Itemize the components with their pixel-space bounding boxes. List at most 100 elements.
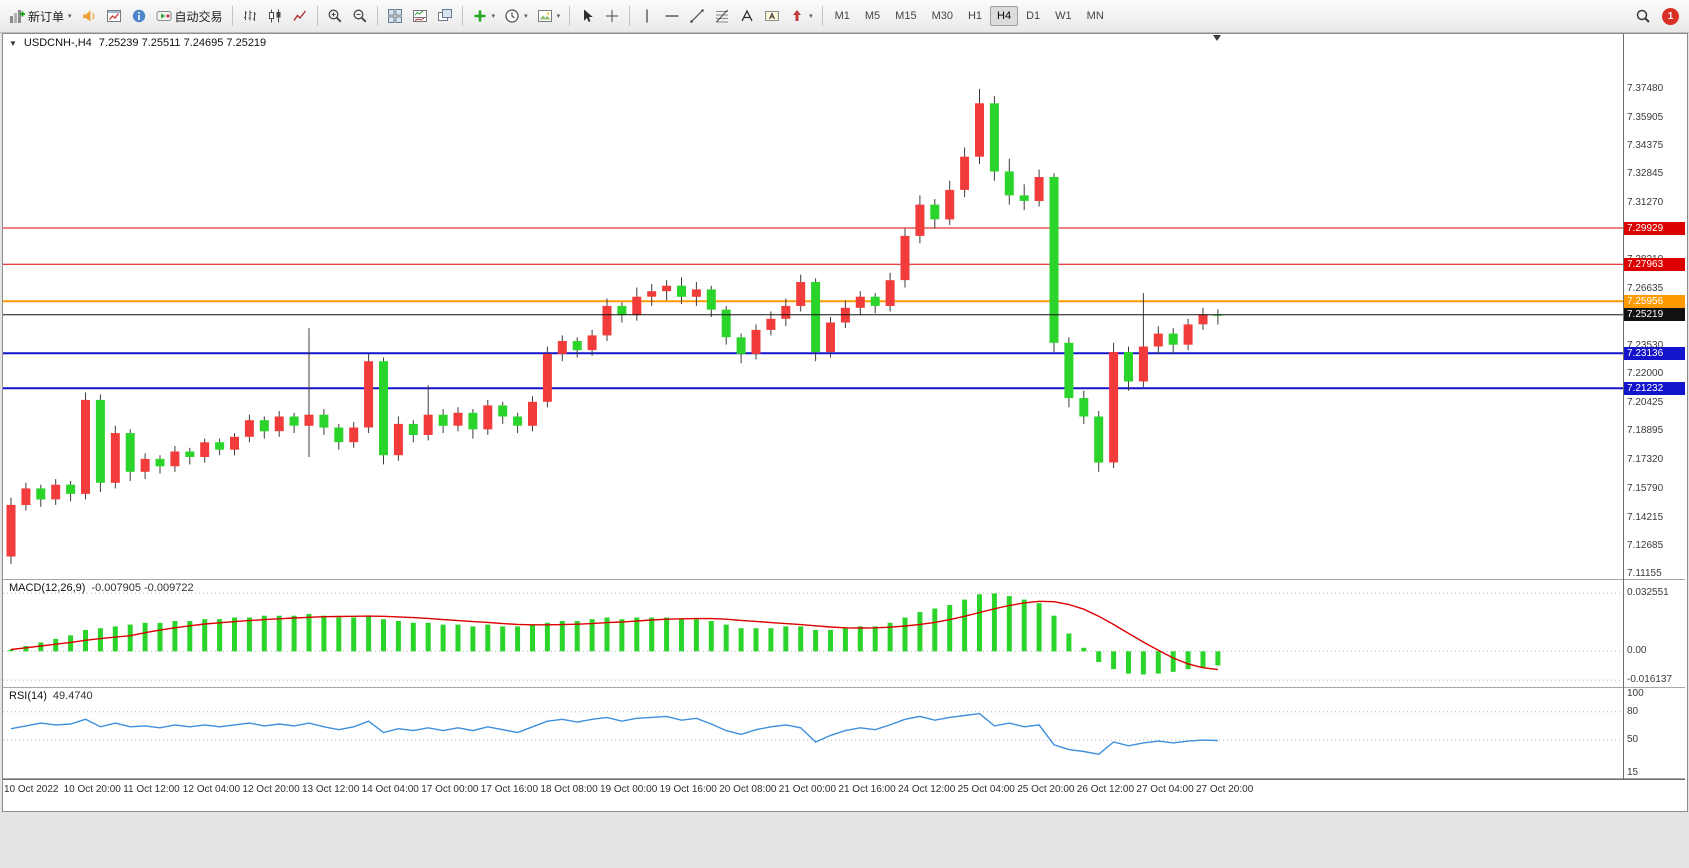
time-tick: 17 Oct 16:00 xyxy=(480,784,539,795)
timeframe-m15[interactable]: M15 xyxy=(895,10,917,22)
horn-icon xyxy=(81,8,97,24)
macd-tick: 0.00 xyxy=(1627,645,1647,657)
vertical-line-tool-button[interactable] xyxy=(635,3,659,29)
new-order-label: 新订单 xyxy=(28,9,65,24)
trendline-tool-button[interactable] xyxy=(685,3,709,29)
cursor-tool-button[interactable] xyxy=(575,3,599,29)
time-tick: 27 Oct 04:00 xyxy=(1136,784,1194,795)
timeframe-mn[interactable]: MN xyxy=(1086,10,1104,22)
horizontal-line-tool-button[interactable] xyxy=(660,3,684,29)
autotrade-button[interactable]: 自动交易 xyxy=(152,3,227,29)
fibonacci-tool-button[interactable] xyxy=(710,3,734,29)
cascade-icon xyxy=(437,8,453,24)
macd-scale: 0.032551 0.00 -0.016137 xyxy=(1624,580,1685,687)
line-chart-mode-button[interactable] xyxy=(288,3,312,29)
macd-tick: -0.016137 xyxy=(1627,674,1673,686)
toolbar-separator xyxy=(316,6,318,26)
hline-price-badge: 7.25956 xyxy=(1624,294,1685,308)
candle-chart-icon xyxy=(267,8,283,24)
search-button[interactable] xyxy=(1631,3,1655,29)
pane-splitter[interactable] xyxy=(3,687,1685,688)
timeframe-w1[interactable]: W1 xyxy=(1055,10,1072,22)
time-tick: 11 Oct 12:00 xyxy=(123,784,180,795)
toolbar: 新订单 ▾ 自动交易 ▾ ▾ ▾ ▾ M1 M5 M15 M30 H1 H4 D1 W1 MN 1 xyxy=(0,0,1689,33)
price-tick: 7.23530 xyxy=(1627,339,1664,351)
chart-window: ▼ USDCNH-,H4 7.25239 7.25511 7.24695 7.2… xyxy=(2,33,1688,812)
hline-icon xyxy=(664,8,680,24)
zoom-out-button[interactable] xyxy=(348,3,372,29)
timeframe-m1[interactable]: M1 xyxy=(834,10,850,22)
chart-symbol-period: USDCNH-,H4 xyxy=(23,37,92,49)
arrows-icon xyxy=(789,8,805,24)
price-tick: 7.17320 xyxy=(1627,454,1664,466)
text-label-icon xyxy=(764,8,780,24)
price-chart-svg xyxy=(3,88,1623,564)
notification-badge[interactable]: 1 xyxy=(1662,7,1679,25)
candlestick-chart-pane[interactable] xyxy=(3,34,1623,579)
time-scale[interactable]: 10 Oct 2022 10 Oct 20:00 11 Oct 12:00 12 Oc… xyxy=(3,779,1685,811)
hline-price-badge: 7.23136 xyxy=(1624,346,1685,360)
help-button[interactable] xyxy=(127,3,151,29)
timeframe-m5[interactable]: M5 xyxy=(864,10,881,22)
bar-chart-mode-button[interactable] xyxy=(238,3,262,29)
search-icon xyxy=(1635,8,1651,24)
rsi-pane[interactable] xyxy=(3,688,1623,778)
macd-pane[interactable] xyxy=(3,580,1623,687)
tile-windows-button[interactable] xyxy=(383,3,407,29)
price-scale[interactable]: 7.374807.359057.343757.328457.312707.297… xyxy=(1624,34,1685,579)
zoom-in-button[interactable] xyxy=(323,3,347,29)
templates-button[interactable]: ▾ xyxy=(533,3,565,29)
time-tick: 19 Oct 00:00 xyxy=(600,784,658,795)
info-icon xyxy=(131,8,147,24)
time-tick: 24 Oct 12:00 xyxy=(898,784,956,795)
chart-window-icon xyxy=(106,8,122,24)
oneclick-panel-toggle-icon[interactable]: ▼ xyxy=(9,38,17,48)
hline-price-badge: 7.21232 xyxy=(1624,381,1685,395)
chart-profiles-button[interactable] xyxy=(102,3,126,29)
arrange-windows-button[interactable] xyxy=(433,3,457,29)
text-label-tool-button[interactable] xyxy=(760,3,784,29)
price-tick: 7.26635 xyxy=(1627,282,1664,294)
indicators-button[interactable]: ▾ xyxy=(468,3,500,29)
macd-tick: 0.032551 xyxy=(1627,587,1669,599)
timeframe-d1[interactable]: D1 xyxy=(1026,10,1041,22)
chart-shift-marker-icon[interactable] xyxy=(1213,35,1221,41)
time-tick: 19 Oct 16:00 xyxy=(659,784,717,795)
periods-button[interactable]: ▾ xyxy=(500,3,532,29)
time-tick: 17 Oct 00:00 xyxy=(421,784,479,795)
price-tick: 7.11155 xyxy=(1627,567,1662,579)
timeframe-m30[interactable]: M30 xyxy=(931,10,953,22)
add-indicator-icon xyxy=(472,8,488,24)
timeframe-h4[interactable]: H4 xyxy=(990,6,1019,26)
time-tick: 10 Oct 2022 xyxy=(4,784,59,795)
indicator-window-icon xyxy=(412,8,428,24)
time-tick: 27 Oct 20:00 xyxy=(1196,784,1254,795)
rsi-svg xyxy=(3,711,1623,756)
pane-splitter xyxy=(3,778,1685,779)
clock-icon xyxy=(504,8,520,24)
price-tick: 7.15790 xyxy=(1627,482,1664,494)
toolbar-separator xyxy=(629,6,631,26)
price-tick: 7.12685 xyxy=(1627,539,1664,551)
arrows-tool-button[interactable]: ▾ xyxy=(785,3,817,29)
time-tick: 18 Oct 08:00 xyxy=(540,784,598,795)
new-order-button[interactable]: 新订单 ▾ xyxy=(5,3,76,29)
toolbar-separator xyxy=(569,6,571,26)
rsi-tick: 50 xyxy=(1627,734,1639,746)
candlestick-mode-button[interactable] xyxy=(263,3,287,29)
crosshair-tool-button[interactable] xyxy=(600,3,624,29)
zoom-in-icon xyxy=(327,8,343,24)
announcements-button[interactable] xyxy=(77,3,101,29)
indicator-windows-button[interactable] xyxy=(408,3,432,29)
rsi-tick: 80 xyxy=(1627,705,1639,717)
time-tick: 25 Oct 20:00 xyxy=(1017,784,1075,795)
text-icon xyxy=(739,8,755,24)
chevron-down-icon: ▾ xyxy=(524,13,528,20)
pane-splitter[interactable] xyxy=(3,579,1685,580)
hline-price-badge: 7.27963 xyxy=(1624,257,1685,271)
chevron-down-icon: ▾ xyxy=(68,13,72,20)
fibo-icon xyxy=(714,8,730,24)
timeframe-h1[interactable]: H1 xyxy=(967,10,983,22)
text-tool-button[interactable] xyxy=(735,3,759,29)
